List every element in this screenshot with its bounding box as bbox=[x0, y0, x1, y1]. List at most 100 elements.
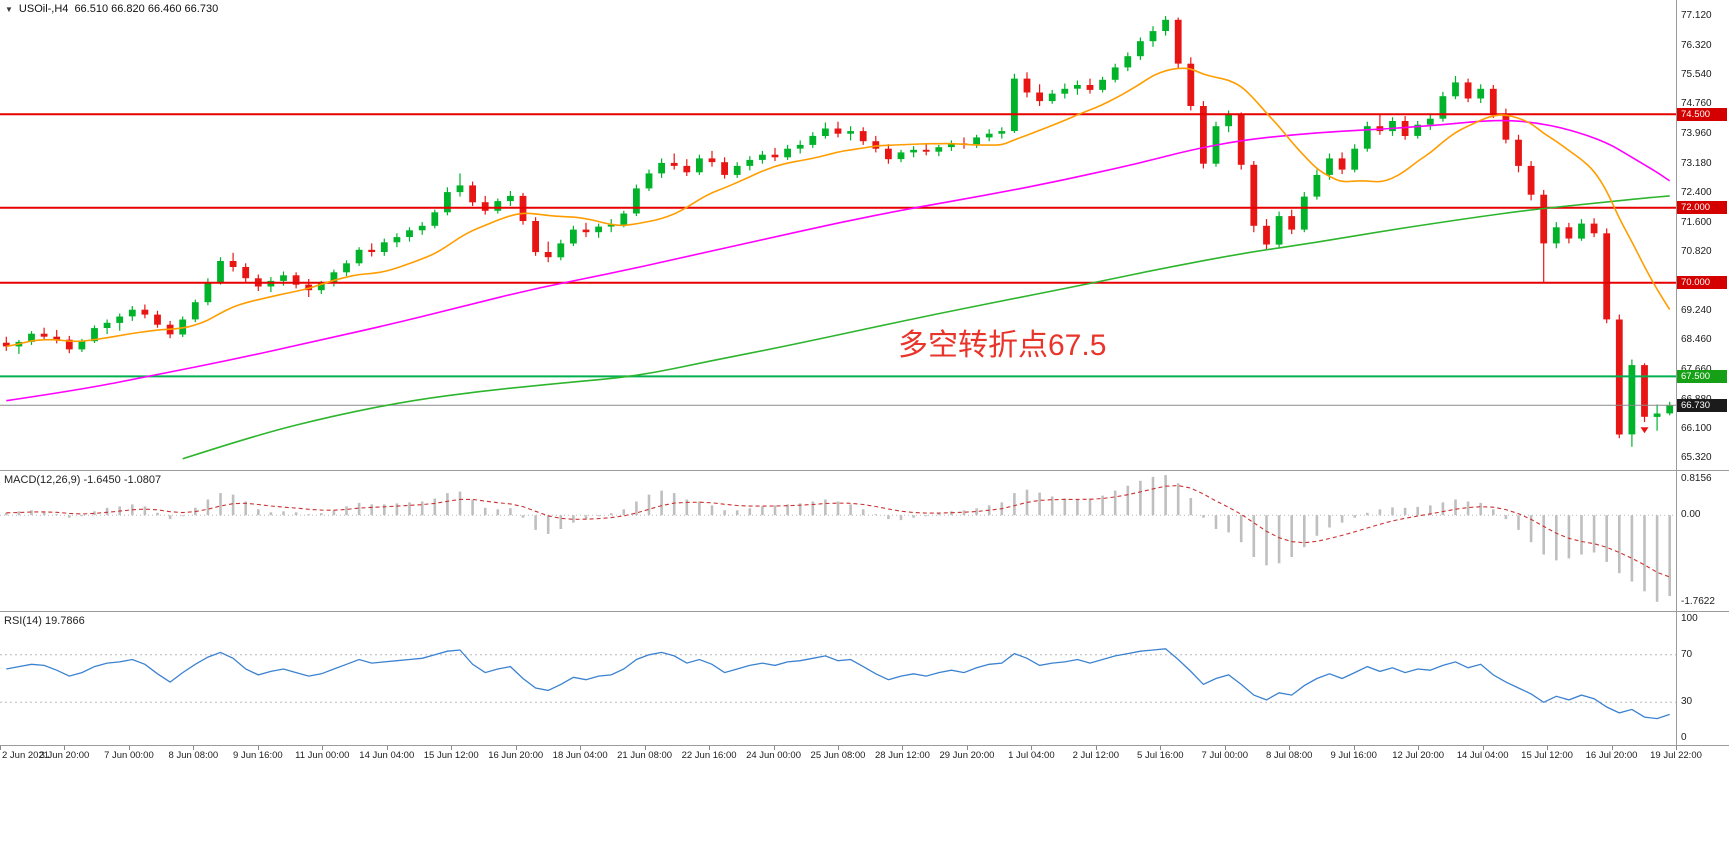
time-tick bbox=[128, 746, 130, 750]
macd-axis-label: -1.7622 bbox=[1681, 595, 1715, 607]
time-tick bbox=[1482, 746, 1484, 750]
price-axis-label: 71.600 bbox=[1681, 216, 1712, 228]
time-axis-label: 15 Jul 12:00 bbox=[1521, 750, 1573, 761]
chart-menu-icon[interactable]: ▼ bbox=[5, 4, 13, 14]
time-tick bbox=[193, 746, 195, 750]
time-axis-label: 3 Jun 20:00 bbox=[39, 750, 90, 761]
price-axis-label: 72.400 bbox=[1681, 186, 1712, 198]
time-tick bbox=[451, 746, 453, 750]
time-axis-label: 18 Jun 04:00 bbox=[552, 750, 608, 761]
time-axis-label: 8 Jul 08:00 bbox=[1265, 750, 1313, 761]
macd-axis-label: 0.00 bbox=[1681, 509, 1701, 521]
rsi-chart[interactable] bbox=[0, 612, 1676, 745]
chart-header: ▼ USOil-,H4 66.510 66.820 66.460 66.730 bbox=[5, 3, 218, 15]
time-tick bbox=[322, 746, 324, 750]
rsi-axis-label: 100 bbox=[1681, 613, 1698, 625]
price-level-marker: 74.500 bbox=[1677, 107, 1727, 121]
price-level-marker: 67.500 bbox=[1677, 369, 1727, 383]
sell-arrow-icon bbox=[1640, 427, 1649, 434]
rsi-axis-label: 30 bbox=[1681, 696, 1693, 708]
time-axis-label: 2 Jun 2021 bbox=[2, 750, 50, 761]
text-annotation[interactable]: 多空转折点67.5 bbox=[898, 329, 1107, 362]
time-tick bbox=[386, 746, 388, 750]
time-axis-label: 16 Jun 20:00 bbox=[488, 750, 544, 761]
price-axis-label: 69.240 bbox=[1681, 305, 1712, 317]
time-axis-label: 5 Jul 16:00 bbox=[1137, 750, 1184, 761]
price-axis-label: 74.760 bbox=[1681, 98, 1712, 110]
main-chart-panel[interactable] bbox=[0, 0, 1729, 471]
time-axis-label: 14 Jul 04:00 bbox=[1456, 750, 1509, 761]
time-axis-label: 25 Jun 08:00 bbox=[810, 750, 866, 761]
ohlc-quotes: 66.510 66.820 66.460 66.730 bbox=[74, 3, 219, 15]
macd-chart[interactable] bbox=[0, 471, 1676, 611]
time-tick bbox=[838, 746, 839, 750]
time-axis-label: 19 Jul 22:00 bbox=[1650, 750, 1702, 761]
time-tick bbox=[515, 746, 517, 750]
time-axis-label: 28 Jun 12:00 bbox=[874, 750, 930, 761]
time-tick bbox=[773, 746, 775, 750]
time-axis-label: 16 Jul 20:00 bbox=[1585, 750, 1638, 761]
price-axis-separator bbox=[1676, 0, 1677, 746]
time-tick bbox=[1095, 746, 1097, 750]
time-tick bbox=[257, 746, 259, 750]
time-tick bbox=[1611, 746, 1613, 750]
time-tick bbox=[64, 746, 66, 750]
time-axis-label: 15 Jun 12:00 bbox=[423, 750, 479, 761]
time-axis-label: 9 Jul 16:00 bbox=[1330, 750, 1377, 761]
overlay-ma-fast bbox=[6, 67, 1671, 348]
time-tick bbox=[1547, 746, 1549, 750]
time-tick bbox=[1676, 746, 1677, 750]
price-axis-label: 73.960 bbox=[1681, 128, 1712, 140]
price-axis-label: 68.460 bbox=[1681, 334, 1712, 346]
time-axis-label: 21 Jun 08:00 bbox=[617, 750, 673, 761]
time-tick bbox=[902, 746, 904, 750]
time-tick bbox=[1224, 746, 1226, 750]
macd-indicator-label: MACD(12,26,9) -1.6450 -1.0807 bbox=[4, 474, 162, 486]
time-axis-label: 7 Jun 00:00 bbox=[104, 750, 154, 761]
price-axis-label: 75.540 bbox=[1681, 69, 1712, 81]
macd-signal-line bbox=[6, 485, 1670, 578]
time-axis-label: 12 Jul 20:00 bbox=[1392, 750, 1445, 761]
time-axis-label: 24 Jun 00:00 bbox=[746, 750, 801, 761]
rsi-panel[interactable] bbox=[0, 612, 1729, 746]
time-tick bbox=[1353, 746, 1355, 750]
macd-panel[interactable] bbox=[0, 471, 1729, 612]
time-axis[interactable]: 2 Jun 2021 3 Jun 20:00 7 Jun 00:00 8 Jun 08… bbox=[0, 746, 1729, 768]
time-axis-label: 14 Jun 04:00 bbox=[359, 750, 415, 761]
time-tick bbox=[580, 746, 582, 750]
time-tick bbox=[1031, 746, 1033, 750]
rsi-axis-label: 0 bbox=[1681, 731, 1687, 743]
time-tick bbox=[1160, 746, 1162, 750]
price-axis-label: 76.320 bbox=[1681, 40, 1712, 52]
price-level-marker: 72.000 bbox=[1677, 201, 1727, 215]
time-axis-label: 9 Jun 16:00 bbox=[233, 750, 283, 761]
macd-axis-label: 0.8156 bbox=[1681, 473, 1712, 484]
price-axis-label: 65.320 bbox=[1681, 452, 1712, 464]
candlestick-chart[interactable] bbox=[0, 0, 1676, 470]
price-axis-label: 66.100 bbox=[1681, 422, 1712, 434]
time-axis-label: 22 Jun 16:00 bbox=[681, 750, 737, 761]
time-axis-label: 7 Jul 00:00 bbox=[1201, 750, 1249, 761]
time-axis-label: 29 Jun 20:00 bbox=[939, 750, 995, 761]
time-tick bbox=[1418, 746, 1420, 750]
rsi-indicator-label: RSI(14) 19.7866 bbox=[4, 615, 85, 627]
time-axis-label: 1 Jul 04:00 bbox=[1008, 750, 1055, 761]
time-tick bbox=[709, 746, 711, 750]
rsi-axis-label: 70 bbox=[1681, 648, 1693, 660]
price-axis-label: 77.120 bbox=[1681, 10, 1712, 22]
time-tick bbox=[1289, 746, 1291, 750]
symbol-title: USOil-,H4 bbox=[18, 3, 69, 15]
overlay-ma-mid bbox=[6, 119, 1671, 402]
time-tick bbox=[0, 746, 1, 750]
rsi-line bbox=[6, 648, 1670, 720]
time-axis-label: 2 Jul 12:00 bbox=[1072, 750, 1120, 761]
time-axis-label: 11 Jun 00:00 bbox=[295, 750, 350, 761]
price-level-marker: 70.000 bbox=[1677, 276, 1727, 290]
time-tick bbox=[644, 746, 646, 750]
time-tick bbox=[966, 746, 968, 750]
price-level-marker: 66.730 bbox=[1677, 398, 1727, 412]
price-axis-label: 70.820 bbox=[1681, 246, 1712, 258]
overlay-ma-slow bbox=[182, 195, 1670, 460]
time-axis-label: 8 Jun 08:00 bbox=[168, 750, 219, 761]
